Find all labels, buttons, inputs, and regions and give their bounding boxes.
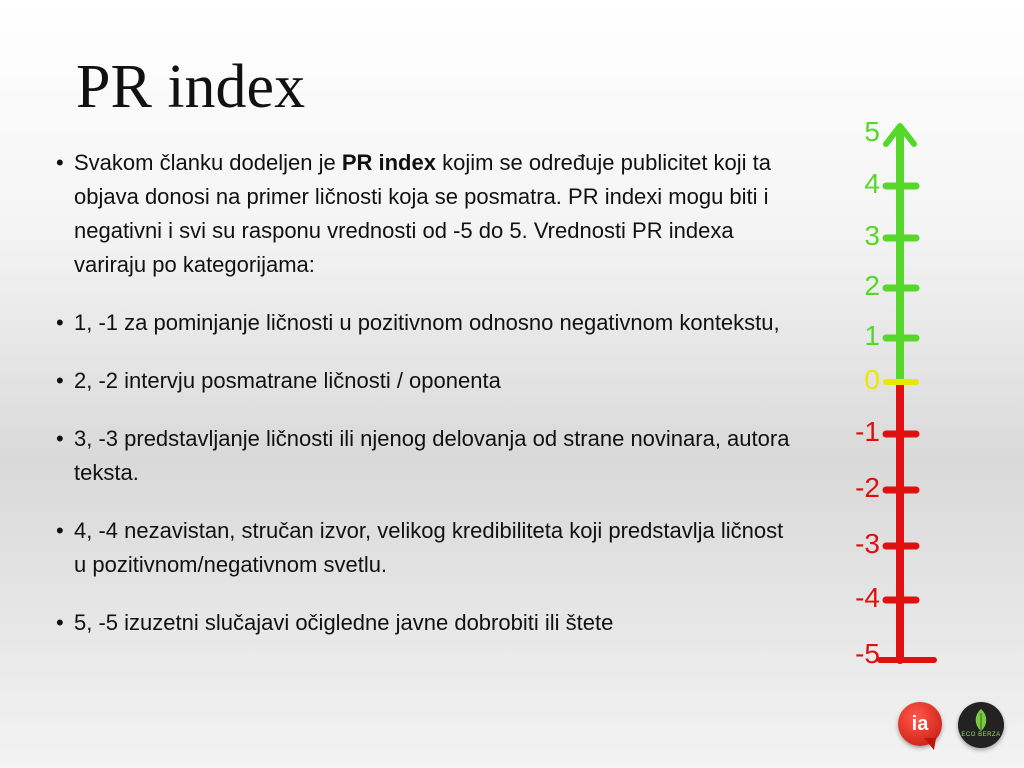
- bullet-text: 4, -4 nezavistan, stručan izvor, velikog…: [74, 518, 784, 577]
- bullet-list: • Svakom članku dodeljen je PR index koj…: [56, 146, 796, 664]
- scale-tick-label: -1: [855, 416, 880, 447]
- ia-logo: ia: [898, 702, 942, 750]
- bullet-dot-icon: •: [56, 368, 64, 393]
- pr-index-scale: 5 4 3 2 1 0 -1 -2 -3 -4 -5: [830, 112, 950, 682]
- scale-tick-label: -4: [855, 582, 880, 613]
- bullet-item: • 2, -2 intervju posmatrane ličnosti / o…: [56, 364, 796, 398]
- arrow-up-icon: [883, 123, 917, 147]
- eco-berza-logo: ECO BERZA: [958, 702, 1004, 748]
- bullet-dot-icon: •: [56, 150, 64, 175]
- bullet-text: 5, -5 izuzetni slučajavi očigledne javne…: [74, 610, 614, 635]
- bullet-text: 1, -1 za pominjanje ličnosti u pozitivno…: [74, 310, 780, 335]
- bullet-dot-icon: •: [56, 610, 64, 635]
- scale-tick-label: 1: [864, 320, 880, 351]
- scale-tick-label: 4: [864, 168, 880, 199]
- scale-axis-graphic: [877, 123, 937, 664]
- scale-tick-label: -2: [855, 472, 880, 503]
- bullet-item: • Svakom članku dodeljen je PR index koj…: [56, 146, 796, 282]
- bullet-dot-icon: •: [56, 426, 64, 451]
- leaf-icon: [975, 709, 987, 731]
- bullet-text-continued: kojim se određuje publicitet koji ta obj…: [74, 150, 772, 277]
- bullet-item: • 5, -5 izuzetni slučajavi očigledne jav…: [56, 606, 796, 640]
- bullet-bold-text: PR index: [341, 150, 436, 175]
- bullet-item: • 1, -1 za pominjanje ličnosti u pozitiv…: [56, 306, 796, 340]
- bullet-text: 2, -2 intervju posmatrane ličnosti / opo…: [74, 368, 501, 393]
- ia-logo-text: ia: [911, 713, 929, 735]
- scale-tick-label: 3: [864, 220, 880, 251]
- bullet-item: • 4, -4 nezavistan, stručan izvor, velik…: [56, 514, 796, 582]
- scale-tick-label: 2: [864, 270, 880, 301]
- scale-tick-label: 5: [864, 116, 880, 147]
- scale-tick-label: -5: [855, 638, 880, 669]
- bullet-dot-icon: •: [56, 518, 64, 543]
- slide-title: PR index: [76, 53, 306, 121]
- bullet-text: 3, -3 predstavljanje ličnosti ili njenog…: [74, 426, 790, 485]
- scale-tick-label: -3: [855, 528, 880, 559]
- bullet-dot-icon: •: [56, 310, 64, 335]
- bullet-item: • 3, -3 predstavljanje ličnosti ili njen…: [56, 422, 796, 490]
- scale-tick-label: 0: [864, 364, 880, 395]
- eco-berza-logo-text: ECO BERZA: [961, 732, 1001, 738]
- bullet-text: Svakom članku dodeljen je: [74, 150, 342, 175]
